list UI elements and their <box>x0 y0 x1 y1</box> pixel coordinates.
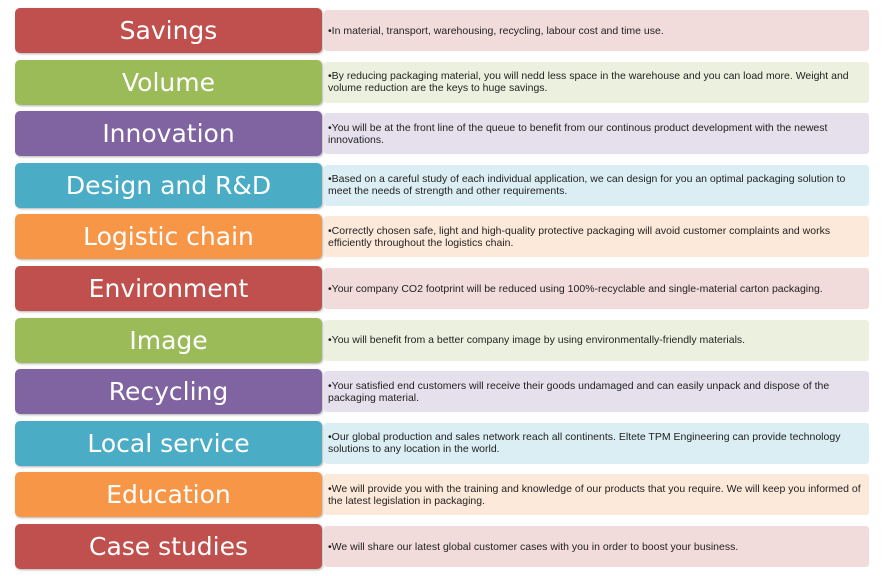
benefit-label: Case studies <box>15 524 322 569</box>
benefit-label: Savings <box>15 8 322 53</box>
benefit-row: Savings •In material, transport, warehous… <box>15 8 877 53</box>
benefit-text: •Based on a careful study of each indivi… <box>324 164 869 206</box>
benefit-row: Image •You will benefit from a better com… <box>15 317 877 363</box>
benefit-row: Local service •Our global production and … <box>15 420 877 466</box>
benefit-text: •Correctly chosen safe, light and high-q… <box>324 216 869 258</box>
benefit-text: •You will benefit from a better company … <box>324 319 869 361</box>
benefit-row: Logistic chain •Correctly chosen safe, li… <box>15 214 877 260</box>
benefit-text: •You will be at the front line of the qu… <box>324 113 869 155</box>
benefit-text: •Our global production and sales network… <box>324 422 869 464</box>
benefit-label: Environment <box>15 266 322 311</box>
benefit-label: Innovation <box>15 111 322 157</box>
benefit-text: •Your company CO2 footprint will be redu… <box>324 268 869 309</box>
benefit-label: Education <box>15 472 322 518</box>
benefit-row: Innovation •You will be at the front line… <box>15 111 877 157</box>
benefit-row: Recycling •Your satisfied end customers w… <box>15 369 877 415</box>
benefit-label: Recycling <box>15 369 322 415</box>
benefit-row: Design and R&D •Based on a careful study … <box>15 162 877 208</box>
benefit-row: Case studies •We will share our latest gl… <box>15 524 877 569</box>
benefit-label: Logistic chain <box>15 214 322 260</box>
benefit-row: Environment •Your company CO2 footprint w… <box>15 266 877 311</box>
benefit-text: •In material, transport, warehousing, re… <box>324 10 869 51</box>
benefit-text: •By reducing packaging material, you wil… <box>324 61 869 103</box>
benefit-text: •Your satisfied end customers will recei… <box>324 371 869 413</box>
benefit-row: Volume •By reducing packaging material, y… <box>15 59 877 105</box>
benefit-label: Design and R&D <box>15 162 322 208</box>
benefit-text: •We will share our latest global custome… <box>324 526 869 567</box>
benefit-row: Education •We will provide you with the t… <box>15 472 877 518</box>
benefit-label: Volume <box>15 59 322 105</box>
benefit-label: Local service <box>15 420 322 466</box>
benefit-text: •We will provide you with the training a… <box>324 474 869 516</box>
benefit-label: Image <box>15 317 322 363</box>
